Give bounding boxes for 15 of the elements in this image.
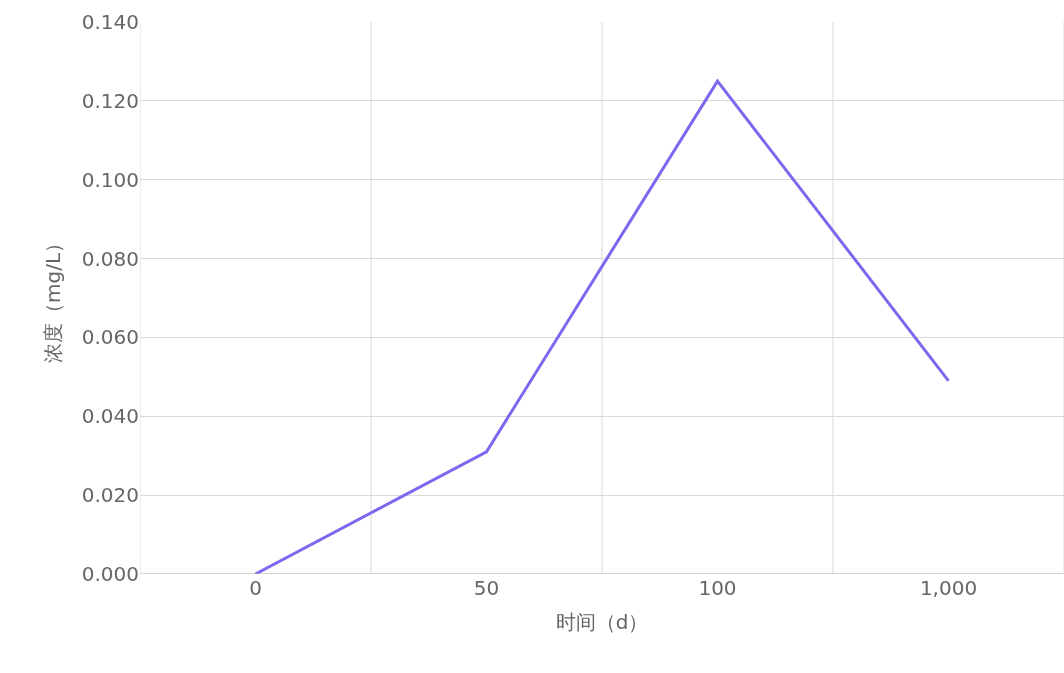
y-tick-label: 0.100	[81, 167, 139, 192]
x-axis-title: 时间（d）	[555, 609, 649, 634]
y-tick-label: 0.020	[81, 483, 139, 508]
x-tick-label: 1,000	[919, 576, 978, 600]
y-axis-title: 浓度（mg/L）	[41, 232, 66, 364]
x-tick-label: 0	[249, 576, 262, 600]
x-tick-label: 100	[698, 576, 737, 600]
y-tick-label: 0.080	[81, 246, 139, 271]
y-tick-label: 0.060	[81, 325, 139, 350]
y-tick-label: 0.040	[81, 404, 139, 429]
y-tick-label: 0.120	[81, 88, 139, 113]
line-series	[254, 79, 950, 574]
x-tick-label: 50	[473, 576, 500, 600]
y-tick-label: 0.140	[81, 10, 139, 34]
y-tick-label: 0.000	[81, 562, 139, 586]
